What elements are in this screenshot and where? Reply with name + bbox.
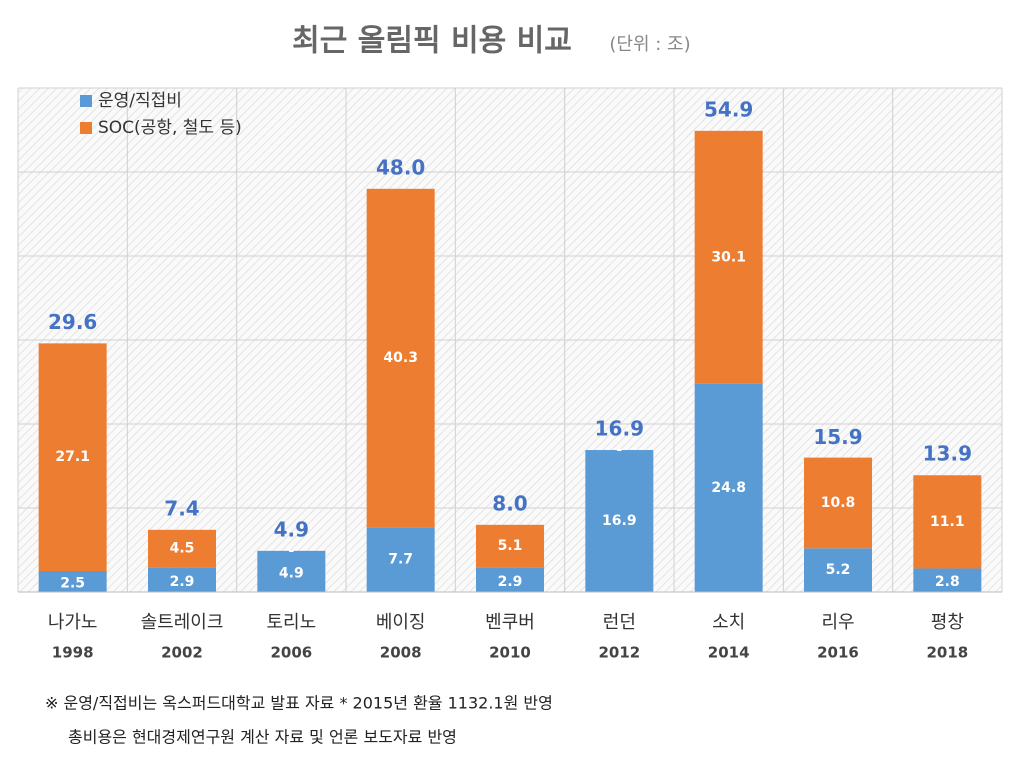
bar-segment: [366, 527, 435, 592]
legend-label: 운영/직접비: [98, 91, 182, 111]
x-tick-label: 나가노: [48, 612, 98, 633]
bar-segment: [38, 343, 107, 571]
x-tick-sublabel: 2016: [817, 644, 859, 662]
x-tick-label: 리우: [821, 612, 854, 633]
x-tick-label: 런던: [603, 612, 636, 633]
value-label: 2.9: [498, 574, 523, 590]
value-label: 40.3: [383, 350, 418, 366]
total-label: 7.4: [164, 496, 199, 520]
x-tick-sublabel: 2014: [708, 644, 750, 662]
x-tick-sublabel: 2018: [926, 644, 968, 662]
legend-swatch: [80, 95, 92, 107]
bar-segment: [804, 548, 872, 592]
total-label: 54.9: [704, 97, 753, 121]
bar-segment: [585, 450, 654, 592]
value-label: 10.8: [821, 495, 856, 511]
value-label: 2.8: [935, 574, 960, 590]
bar-segment: [694, 130, 763, 384]
bar-segment: [476, 524, 544, 568]
chart-subtitle: (단위 : 조): [609, 34, 690, 55]
bar-segment: [913, 475, 982, 569]
value-label: 5.2: [826, 562, 851, 578]
value-label: 30.1: [711, 249, 746, 265]
bar-segment: [476, 567, 544, 592]
x-tick-label: 베이징: [376, 612, 426, 633]
x-tick-sublabel: 1998: [52, 644, 94, 662]
total-label: 48.0: [376, 155, 425, 179]
x-tick-label: 토리노: [266, 612, 316, 633]
x-tick-sublabel: 2010: [489, 644, 531, 662]
x-tick-label: 솔트레이크: [141, 612, 224, 633]
bar-segment: [257, 550, 326, 592]
value-label: 16.9: [602, 513, 637, 529]
total-label: 8.0: [492, 491, 527, 515]
value-label: 5.1: [498, 538, 523, 554]
bar-segment: [913, 568, 982, 592]
total-label: 4.9: [274, 517, 309, 541]
value-label: 11.1: [930, 514, 965, 530]
legend-swatch: [80, 122, 92, 134]
x-tick-sublabel: 2006: [270, 644, 312, 662]
x-tick-sublabel: 2002: [161, 644, 203, 662]
bar-segment: [804, 457, 872, 549]
value-label: 24.8: [711, 480, 746, 496]
value-label: 2.5: [60, 576, 85, 592]
bar-segment: [38, 571, 107, 592]
x-tick-label: 평창: [931, 612, 964, 633]
total-label: 16.9: [595, 417, 644, 441]
value-label: -: [288, 543, 294, 559]
bar-segment: [366, 188, 435, 528]
total-label: 13.9: [923, 442, 972, 466]
total-label: 29.6: [48, 310, 97, 334]
value-label: -: [616, 442, 622, 458]
bar-segment: [148, 567, 216, 592]
bar-segment: [694, 383, 763, 592]
x-tick-sublabel: 2012: [598, 644, 640, 662]
total-label: 15.9: [813, 425, 862, 449]
chart-title: 최근 올림픽 비용 비교: [292, 24, 572, 59]
x-tick-label: 소치: [712, 612, 745, 633]
value-label: 27.1: [55, 449, 90, 465]
x-tick-sublabel: 2008: [380, 644, 422, 662]
value-label: 7.7: [388, 552, 413, 568]
legend-label: SOC(공항, 철도 등): [98, 118, 242, 138]
value-label: 2.9: [170, 574, 195, 590]
x-tick-label: 벤쿠버: [485, 612, 535, 633]
value-label: 4.9: [279, 565, 304, 581]
footnote: ※ 운영/직접비는 옥스퍼드대학교 발표 자료 * 2015년 환율 1132.…: [45, 694, 553, 713]
value-label: 4.5: [170, 541, 195, 557]
footnote: 총비용은 현대경제연구원 계산 자료 및 언론 보도자료 반영: [68, 728, 457, 747]
bar-segment: [148, 529, 216, 568]
